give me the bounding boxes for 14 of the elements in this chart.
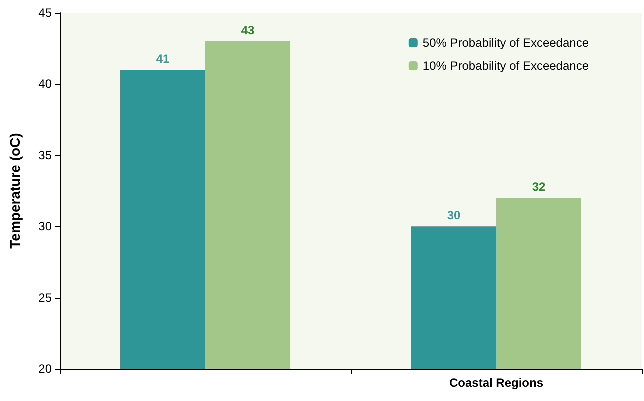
data-label: 32 xyxy=(532,180,546,194)
data-label: 43 xyxy=(241,23,255,38)
y-tick-label: 35 xyxy=(38,148,52,162)
y-tick-label: 40 xyxy=(38,77,52,92)
y-axis-title: Temperature (oC) xyxy=(7,133,23,249)
y-tick-label: 30 xyxy=(38,220,52,234)
y-tick-label: 25 xyxy=(38,290,52,305)
legend-label: 50% Probability of Exceedance xyxy=(422,36,590,50)
y-tick-label: 20 xyxy=(38,362,52,376)
x-tick-label: Coastal Regions xyxy=(449,376,544,390)
y-tick-label: 45 xyxy=(38,6,52,20)
data-label: 30 xyxy=(447,208,461,223)
data-label: 41 xyxy=(156,52,170,66)
legend-label: 10% Probability of Exceedance xyxy=(422,59,590,73)
